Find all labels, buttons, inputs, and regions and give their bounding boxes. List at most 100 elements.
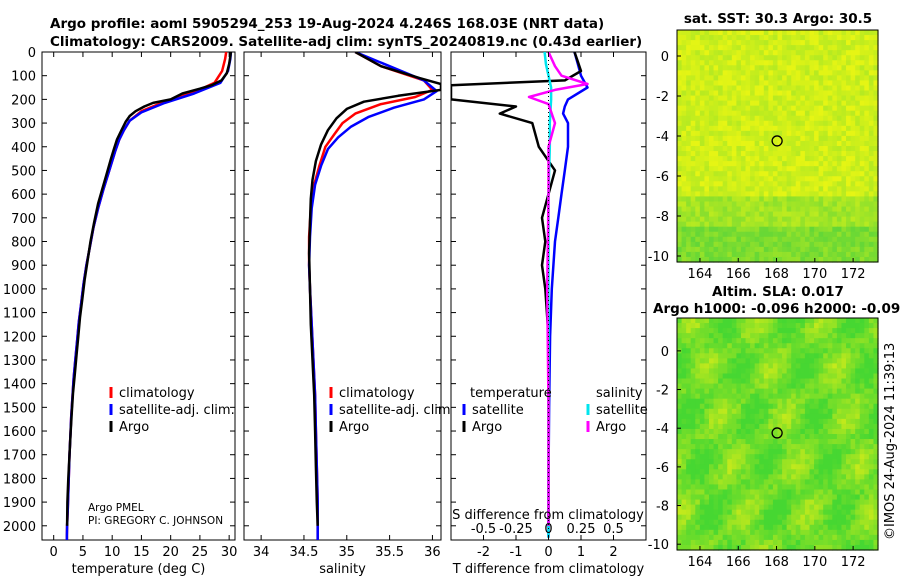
heatmap-cell — [772, 418, 779, 425]
heatmap-cell — [786, 191, 792, 198]
heatmap-cell — [827, 539, 833, 546]
heatmap-cell — [836, 135, 843, 142]
heatmap-cell — [763, 236, 769, 243]
heatmap-cell — [699, 176, 706, 182]
heatmap-cell — [868, 181, 875, 187]
heatmap-cell — [836, 171, 843, 177]
heatmap-cell — [827, 90, 833, 97]
heatmap-cell — [791, 30, 797, 36]
heatmap-cell — [695, 146, 701, 152]
heatmap-cell — [686, 504, 692, 511]
heatmap-cell — [846, 30, 852, 36]
heatmap-cell — [827, 161, 833, 167]
heatmap-cell — [713, 221, 719, 228]
heatmap-cell — [686, 363, 692, 370]
heatmap-cell — [850, 444, 856, 450]
heatmap-cell — [722, 489, 728, 496]
heatmap-cell — [814, 146, 820, 152]
heatmap-cell — [681, 504, 687, 511]
heatmap-cell — [823, 388, 829, 395]
heatmap-cell — [786, 256, 792, 263]
heatmap-cell — [786, 323, 792, 329]
heatmap-cell — [750, 186, 756, 192]
heatmap-cell — [800, 524, 806, 531]
heatmap-cell — [868, 423, 875, 430]
heatmap-cell — [690, 256, 696, 263]
heatmap-cell — [791, 544, 797, 551]
heatmap-cell — [841, 338, 847, 344]
heatmap-cell — [686, 499, 692, 506]
heatmap-cell — [727, 60, 733, 66]
heatmap-cell — [740, 201, 747, 208]
heatmap-cell — [731, 358, 737, 364]
heatmap-cell — [686, 434, 692, 440]
heatmap-cell — [772, 246, 779, 253]
heatmap-cell — [832, 484, 838, 491]
map-x-tick-label: 166 — [726, 555, 751, 570]
heatmap-cell — [745, 444, 751, 450]
heatmap-cell — [768, 363, 774, 370]
heatmap-cell — [827, 428, 833, 435]
heatmap-cell — [859, 398, 865, 405]
heatmap-cell — [740, 70, 747, 76]
heatmap-cell — [736, 509, 742, 516]
heatmap-cell — [768, 221, 774, 228]
heatmap-cell — [763, 181, 769, 187]
heatmap-cell — [795, 70, 801, 76]
heatmap-cell — [695, 221, 701, 228]
heatmap-cell — [727, 50, 733, 56]
heatmap-cell — [727, 100, 733, 107]
heatmap-cell — [864, 151, 870, 157]
heatmap-cell — [708, 514, 715, 521]
heatmap-cell — [763, 459, 769, 465]
heatmap-cell — [786, 524, 792, 531]
heatmap-cell — [704, 80, 710, 87]
heatmap-cell — [791, 90, 797, 97]
heatmap-cell — [772, 120, 779, 127]
heatmap-cell — [772, 201, 779, 208]
heatmap-cell — [704, 403, 710, 410]
heatmap-cell — [731, 45, 737, 51]
heatmap-cell — [809, 449, 815, 455]
heatmap-cell — [841, 120, 847, 127]
heatmap-cell — [718, 55, 724, 61]
heatmap-cell — [823, 55, 829, 61]
heatmap-cell — [727, 449, 733, 455]
heatmap-cell — [686, 85, 692, 92]
heatmap-cell — [740, 65, 747, 71]
heatmap-cell — [873, 45, 879, 51]
heatmap-cell — [791, 120, 797, 127]
heatmap-cell — [695, 75, 701, 82]
heatmap-cell — [745, 534, 751, 541]
heatmap-cell — [699, 439, 706, 445]
heatmap-cell — [800, 35, 806, 41]
heatmap-cell — [745, 524, 751, 531]
heatmap-cell — [750, 196, 756, 203]
heatmap-cell — [731, 181, 737, 187]
heatmap-cell — [855, 251, 861, 258]
heatmap-cell — [772, 236, 779, 243]
heatmap-cell — [768, 393, 774, 400]
heatmap-cell — [768, 469, 774, 475]
heatmap-cell — [708, 105, 715, 112]
heatmap-cell — [827, 226, 833, 233]
heatmap-cell — [690, 413, 696, 420]
heatmap-cell — [809, 236, 815, 243]
heatmap-cell — [827, 80, 833, 87]
heatmap-cell — [713, 171, 719, 177]
heatmap-cell — [800, 544, 806, 551]
heatmap-cell — [864, 85, 870, 92]
heatmap-cell — [864, 378, 870, 385]
heatmap-cell — [731, 534, 737, 541]
heatmap-cell — [800, 201, 806, 208]
heatmap-cell — [750, 65, 756, 71]
heatmap-cell — [873, 408, 879, 415]
heatmap-cell — [864, 166, 870, 172]
heatmap-cell — [708, 186, 715, 192]
heatmap-cell — [782, 423, 788, 430]
heatmap-cell — [777, 338, 783, 344]
heatmap-cell — [823, 378, 829, 385]
heatmap-cell — [795, 246, 801, 253]
heatmap-cell — [818, 423, 824, 430]
heatmap-cell — [750, 75, 756, 82]
